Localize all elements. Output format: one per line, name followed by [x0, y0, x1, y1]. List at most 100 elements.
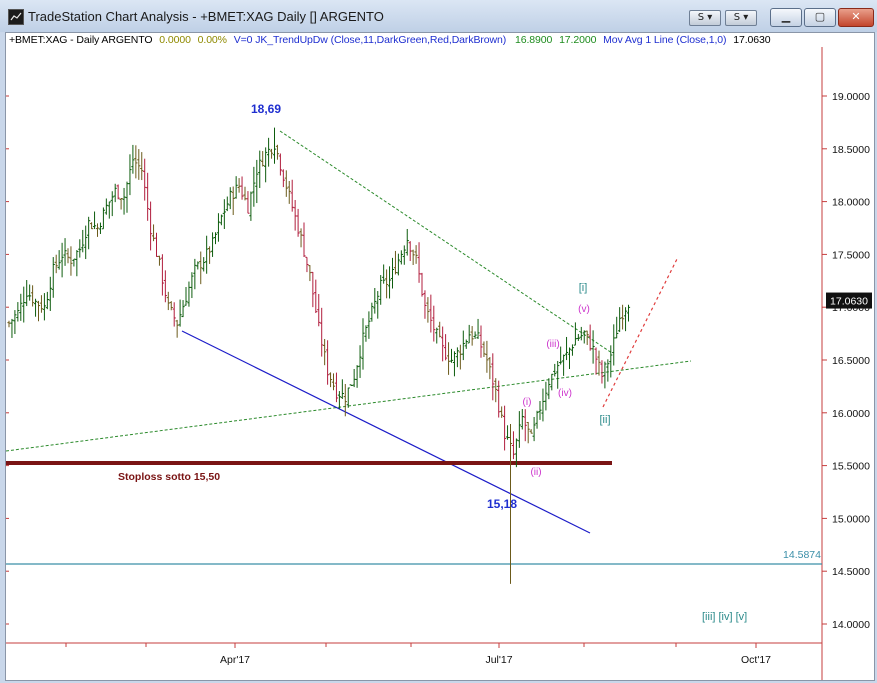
- candle: [485, 340, 489, 373]
- symbol-link-button-2[interactable]: S ▾: [725, 10, 757, 26]
- candle: [261, 151, 265, 167]
- candle: [149, 201, 153, 251]
- high-label: 18,69: [251, 102, 281, 116]
- candle: [429, 294, 433, 333]
- candle: [556, 360, 560, 389]
- candlesticks: [7, 127, 631, 584]
- subwave-ii-label: (ii): [530, 467, 541, 478]
- candle: [231, 186, 235, 216]
- candle: [373, 288, 377, 314]
- price-chart[interactable]: 19.000018.500018.000017.500017.000016.50…: [6, 33, 874, 680]
- stoploss-label: Stoploss sotto 15,50: [118, 471, 220, 483]
- candle: [69, 246, 73, 276]
- candle: [444, 334, 448, 361]
- candle: [328, 372, 333, 388]
- candle: [323, 338, 327, 366]
- lower-channel-line[interactable]: [181, 330, 591, 534]
- candle: [532, 417, 536, 442]
- symbol-link-button[interactable]: S ▾: [689, 10, 721, 26]
- candle: [405, 228, 409, 256]
- candle: [470, 326, 474, 346]
- candle: [213, 232, 218, 245]
- candle: [119, 198, 123, 210]
- candle: [432, 305, 436, 342]
- minimize-button[interactable]: ▁: [770, 8, 802, 27]
- candle: [134, 145, 138, 179]
- upper-trendline[interactable]: [279, 130, 613, 354]
- candle: [187, 281, 191, 307]
- candle: [379, 275, 383, 305]
- candle: [411, 249, 415, 266]
- candle: [104, 198, 108, 215]
- candle: [90, 222, 94, 230]
- candle: [402, 245, 406, 265]
- candle: [526, 421, 530, 444]
- candle: [420, 272, 424, 297]
- candle: [19, 293, 23, 321]
- candle: [340, 379, 344, 399]
- close-button[interactable]: ✕: [838, 8, 874, 27]
- candle: [438, 321, 442, 338]
- candle: [544, 381, 548, 411]
- candle: [517, 411, 521, 448]
- price-tick-label: 17.5000: [832, 249, 870, 261]
- candle: [63, 238, 67, 266]
- candle: [81, 229, 85, 253]
- wave-iii-iv-v-label: [iii] [iv] [v]: [702, 611, 747, 623]
- candle: [514, 438, 518, 468]
- maximize-button[interactable]: ▢: [804, 8, 836, 27]
- time-tick-label: Apr'17: [220, 654, 250, 666]
- candle: [311, 271, 315, 308]
- candle: [252, 166, 256, 207]
- candle: [387, 266, 392, 299]
- time-axis: Apr'17 Jul'17 Oct'17: [65, 643, 771, 666]
- candle: [237, 178, 241, 193]
- candle: [175, 319, 179, 338]
- last-price-badge: [826, 292, 872, 309]
- candle: [205, 235, 209, 274]
- candle: [364, 325, 368, 342]
- candle: [31, 285, 35, 307]
- candle: [559, 346, 563, 365]
- change-pct: 0.00%: [197, 34, 227, 46]
- projection-line[interactable]: [602, 256, 679, 408]
- candle: [208, 246, 212, 264]
- candle: [107, 201, 111, 219]
- candle: [597, 350, 601, 376]
- chart-area[interactable]: +BMET:XAG - Daily ARGENTO 0.0000 0.00% V…: [5, 32, 875, 681]
- candle: [441, 326, 445, 362]
- candle: [125, 181, 129, 213]
- candle: [240, 176, 244, 200]
- time-tick-label: Jul'17: [485, 654, 512, 666]
- candle: [623, 307, 628, 332]
- candle: [225, 196, 229, 212]
- candle: [66, 248, 70, 264]
- candle: [600, 360, 604, 384]
- candle: [326, 340, 330, 385]
- candle: [591, 330, 595, 364]
- candle: [603, 361, 607, 389]
- candle: [36, 300, 41, 322]
- candle: [494, 378, 498, 403]
- candle: [579, 326, 583, 341]
- minimize-icon: ▁: [781, 10, 791, 23]
- price-axis: 19.000018.500018.000017.500017.000016.50…: [822, 91, 870, 631]
- candle: [541, 388, 545, 422]
- price-tick-label: 18.5000: [832, 144, 870, 156]
- candle: [317, 294, 321, 327]
- title-bar[interactable]: TradeStation Chart Analysis - +BMET:XAG …: [0, 0, 877, 32]
- candle: [166, 291, 170, 311]
- symbol-link-label-2: S: [733, 12, 741, 23]
- trend-lines: [6, 130, 822, 565]
- candle: [154, 232, 159, 257]
- app-icon: [8, 9, 24, 25]
- candle: [393, 250, 398, 275]
- candle: [346, 387, 350, 408]
- candle: [101, 207, 105, 230]
- candle: [567, 347, 572, 369]
- candle: [16, 302, 20, 322]
- candle: [287, 181, 291, 204]
- candle: [511, 431, 516, 460]
- candle: [302, 222, 306, 258]
